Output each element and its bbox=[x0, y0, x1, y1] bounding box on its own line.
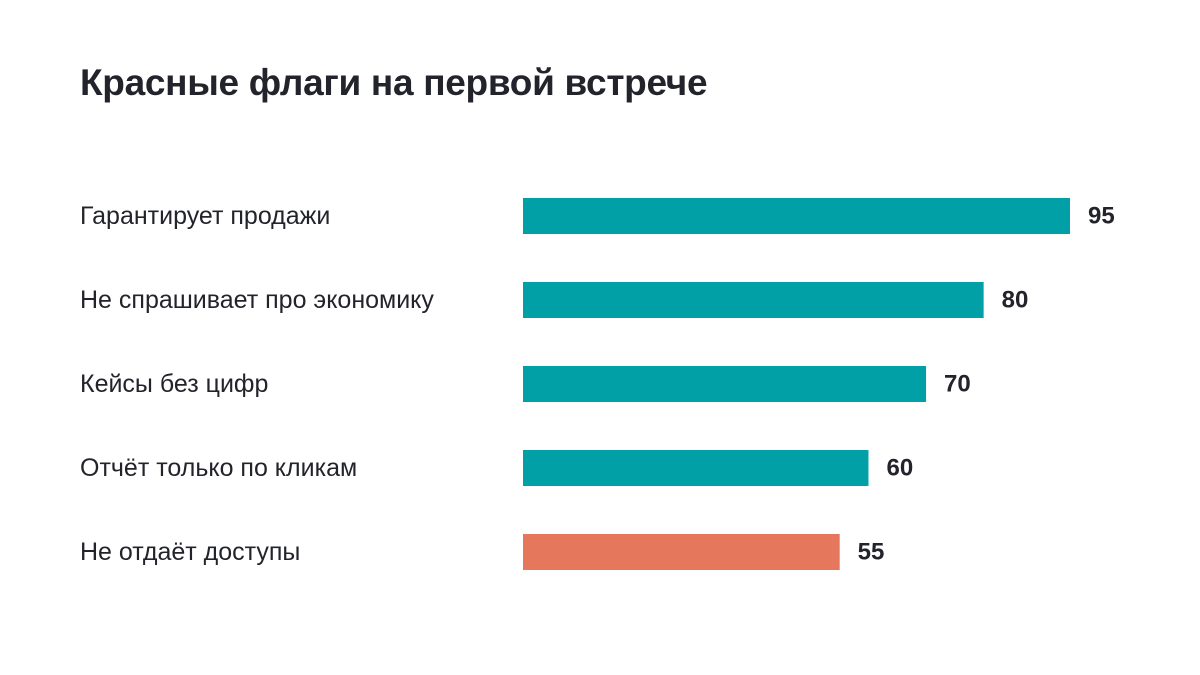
bar bbox=[523, 198, 1070, 234]
bar bbox=[523, 450, 869, 486]
category-label: Не спрашивает про экономику bbox=[80, 286, 434, 314]
category-label: Гарантирует продажи bbox=[80, 202, 330, 230]
value-label: 55 bbox=[858, 539, 885, 566]
bar bbox=[523, 366, 927, 402]
category-label: Отчёт только по кликам bbox=[80, 454, 357, 482]
category-label: Не отдаёт доступы bbox=[80, 538, 300, 566]
value-label: 60 bbox=[886, 455, 913, 482]
bar bbox=[523, 534, 840, 570]
value-label: 80 bbox=[1002, 287, 1029, 314]
value-label: 95 bbox=[1088, 203, 1115, 230]
value-label: 70 bbox=[944, 371, 971, 398]
category-label: Кейсы без цифр bbox=[80, 370, 268, 398]
bar bbox=[523, 282, 984, 318]
chart-title: Красные флаги на первой встрече bbox=[80, 62, 708, 103]
